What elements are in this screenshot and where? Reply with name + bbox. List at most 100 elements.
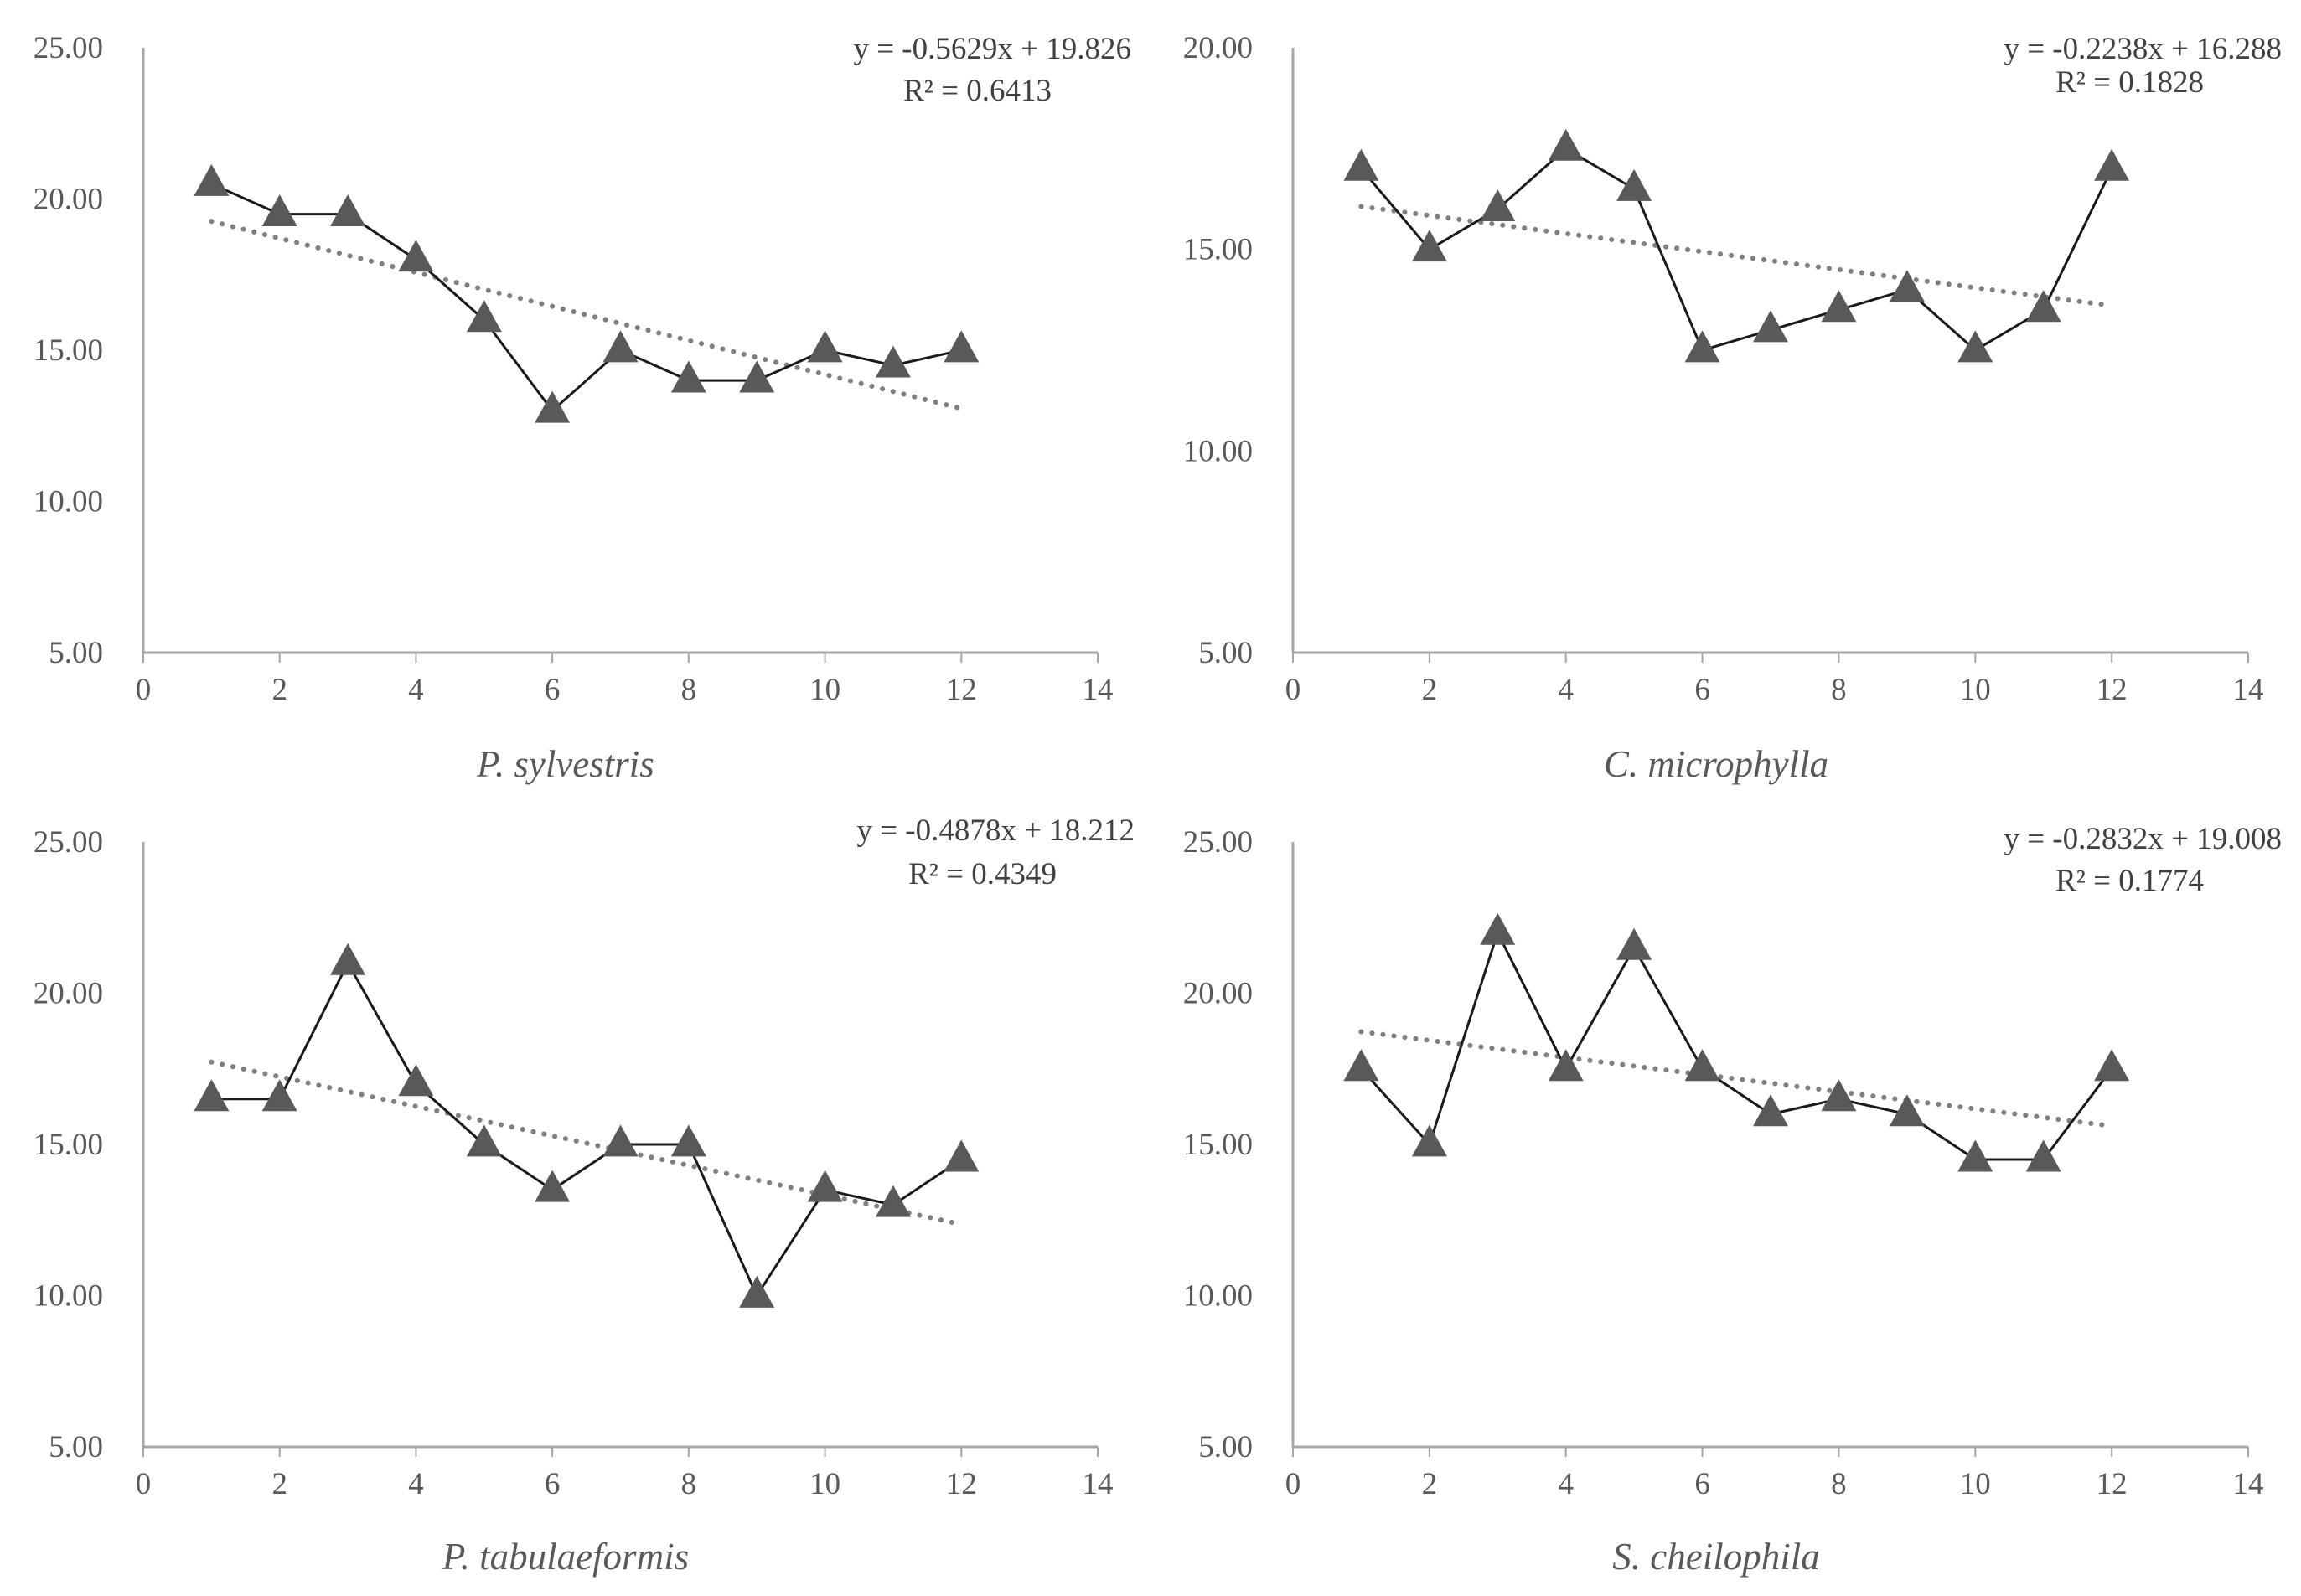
trendline <box>209 219 964 411</box>
data-point-triangle <box>1684 1049 1720 1082</box>
regression-equation: y = -0.5629x + 19.826 <box>853 32 1131 66</box>
y-tick-label: 15.00 <box>1183 233 1253 267</box>
data-point-triangle <box>466 1124 502 1157</box>
data-point-triangle <box>1889 270 1925 302</box>
data-point-triangle <box>1548 128 1584 161</box>
y-tick-label: 20.00 <box>1183 977 1253 1011</box>
data-point-triangle <box>466 300 502 333</box>
y-tick-label: 25.00 <box>1183 825 1253 860</box>
x-tick-label: 12 <box>2097 673 2128 707</box>
y-tick-label: 20.00 <box>34 183 103 217</box>
data-point-triangle <box>944 330 980 363</box>
x-tick-label: 0 <box>136 673 152 707</box>
data-point-triangle <box>875 345 911 378</box>
x-tick-label: 6 <box>1694 673 1710 707</box>
data-point-triangle <box>194 163 230 196</box>
y-tick-label: 20.00 <box>34 977 103 1011</box>
data-point-triangle <box>1821 1079 1857 1112</box>
data-point-triangle <box>602 1124 639 1157</box>
y-tick-label: 10.00 <box>34 485 103 519</box>
x-tick-label: 12 <box>946 673 977 707</box>
data-point-triangle <box>1480 189 1516 221</box>
x-tick-label: 8 <box>1831 673 1847 707</box>
x-tick-label: 14 <box>2233 673 2264 707</box>
data-point-triangle <box>261 1079 297 1112</box>
regression-equation: y = -0.4878x + 18.212 <box>856 813 1135 848</box>
data-point-triangle <box>2025 1139 2061 1172</box>
data-point-triangle <box>1616 927 1652 960</box>
data-point-triangle <box>670 1124 706 1157</box>
y-tick-label: 10.00 <box>1183 1279 1253 1314</box>
data-point-triangle <box>1753 310 1788 343</box>
r-squared-label: R² = 0.6413 <box>903 74 1052 108</box>
y-tick-label: 5.00 <box>1198 636 1253 670</box>
y-tick-label: 5.00 <box>49 1430 103 1464</box>
data-point-triangle <box>807 330 843 363</box>
data-point-triangle <box>1753 1094 1788 1127</box>
data-point-triangle <box>1548 1049 1584 1082</box>
x-tick-label: 6 <box>545 673 561 707</box>
data-point-triangle <box>1343 1049 1379 1082</box>
data-point-triangle <box>1821 290 1857 323</box>
data-point-triangle <box>1480 912 1516 945</box>
x-tick-label: 10 <box>809 673 840 707</box>
data-point-triangle <box>535 390 571 423</box>
data-point-triangle <box>1889 1094 1925 1127</box>
y-tick-label: 5.00 <box>1198 1430 1253 1464</box>
data-point-triangle <box>944 1139 980 1172</box>
data-point-triangle <box>1411 230 1447 262</box>
data-point-triangle <box>535 1170 571 1202</box>
x-tick-label: 2 <box>1422 1467 1438 1501</box>
x-tick-label: 10 <box>1960 673 1991 707</box>
panel-species-title: P. sylvestris <box>476 743 654 785</box>
regression-equation: y = -0.2238x + 16.288 <box>2004 32 2282 66</box>
series-line <box>1360 147 2113 352</box>
chart-panel-s-cheilophila: 5.00 10.00 15.00 20.00 25.00 0 2 4 6 8 10 12 14 y = -… <box>1183 822 2282 1578</box>
x-tick-label: 14 <box>2233 1467 2264 1501</box>
data-point-triangle <box>807 1170 843 1202</box>
y-tick-label: 15.00 <box>1183 1128 1253 1162</box>
data-point-triangle <box>2025 290 2061 323</box>
panel-species-title: S. cheilophila <box>1612 1536 1819 1578</box>
r-squared-label: R² = 0.4349 <box>908 857 1057 891</box>
x-tick-label: 8 <box>681 673 697 707</box>
chart-panel-c-microphylla: 5.00 10.00 15.00 20.00 0 2 4 6 8 10 12 14 y = -0.223… <box>1183 31 2282 785</box>
regression-equation: y = -0.2832x + 19.008 <box>2004 822 2282 856</box>
x-tick-label: 4 <box>1558 1467 1574 1501</box>
x-tick-label: 6 <box>545 1467 561 1501</box>
panel-species-title: P. tabulaeformis <box>442 1536 689 1578</box>
trendline <box>1358 1029 2115 1129</box>
data-point-triangle <box>739 360 775 393</box>
y-tick-label: 5.00 <box>49 636 103 670</box>
x-tick-label: 14 <box>1083 673 1114 707</box>
chart-panel-p-sylvestris: 5.00 10.00 15.00 20.00 25.00 0 2 4 6 8 10 12 14 y = -… <box>34 31 1131 785</box>
x-tick-label: 12 <box>946 1467 977 1501</box>
x-tick-label: 2 <box>271 1467 287 1501</box>
data-point-triangle <box>739 1275 775 1308</box>
x-tick-label: 14 <box>1083 1467 1114 1501</box>
x-tick-label: 4 <box>408 673 424 707</box>
x-tick-label: 8 <box>681 1467 697 1501</box>
y-tick-label: 25.00 <box>34 31 103 65</box>
data-point-triangle <box>398 1064 434 1097</box>
data-point-triangle <box>1411 1124 1447 1157</box>
r-squared-label: R² = 0.1774 <box>2055 864 2204 898</box>
series-line <box>210 183 962 413</box>
data-point-triangle <box>330 194 366 226</box>
x-tick-label: 8 <box>1831 1467 1847 1501</box>
x-tick-label: 0 <box>1285 673 1301 707</box>
y-tick-label: 15.00 <box>34 1128 103 1162</box>
y-tick-label: 15.00 <box>34 333 103 368</box>
x-tick-label: 0 <box>1285 1467 1301 1501</box>
x-tick-label: 2 <box>1422 673 1438 707</box>
data-point-triangle <box>398 240 434 272</box>
x-tick-label: 10 <box>809 1467 840 1501</box>
trendline <box>1358 204 2115 308</box>
data-point-triangle <box>670 360 706 393</box>
data-point-triangle <box>330 943 366 975</box>
data-point-triangle <box>1616 168 1652 201</box>
y-tick-label: 10.00 <box>34 1279 103 1314</box>
r-squared-label: R² = 0.1828 <box>2055 65 2204 100</box>
x-tick-label: 2 <box>271 673 287 707</box>
trendline <box>209 1059 964 1227</box>
